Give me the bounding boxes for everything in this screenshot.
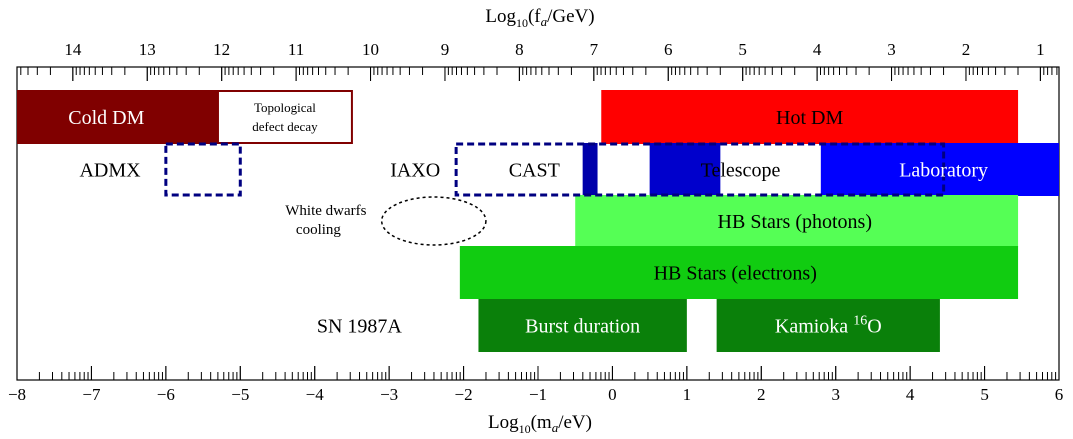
overlays-group (164, 90, 946, 246)
label-burst-duration: Burst duration (525, 316, 640, 338)
top-tick-label: 1 (1036, 40, 1045, 59)
bottom-tick-label: −8 (8, 385, 26, 404)
label-laboratory: Laboratory (899, 160, 988, 182)
label-sn1987a: SN 1987A (317, 316, 403, 338)
label-white-dwarfs-line2: cooling (296, 222, 341, 238)
bottom-tick-label: −7 (82, 385, 101, 404)
bar-cast-dark-segment (582, 143, 598, 196)
label-cast: CAST (509, 160, 560, 182)
axis-ticks: −8 −7 −6 −5 −4 −3 −2 −1 0 1 2 3 4 5 614 13 12 11 10 9 8 7 6 5 4 3… (8, 40, 1063, 404)
bar-telescope (649, 143, 721, 196)
bottom-tick-label: −5 (231, 385, 249, 404)
bottom-tick-label: 0 (608, 385, 617, 404)
bottom-tick-label: −4 (306, 385, 325, 404)
top-tick-label: 10 (362, 40, 379, 59)
bottom-tick-label: −6 (157, 385, 175, 404)
bar-hb-stars-photons- (575, 195, 1019, 247)
top-tick-label: 9 (441, 40, 450, 59)
label-cold-dm: Cold DM (68, 107, 144, 129)
bar-kamioka-16o (716, 299, 940, 352)
dashed-admx (164, 142, 242, 197)
bottom-axis-title: Log10(ma/eV) (488, 412, 592, 436)
dashed-iaxo (454, 142, 946, 197)
top-tick-label: 12 (213, 40, 230, 59)
label-hb-photons: HB Stars (photons) (718, 211, 872, 233)
label-iaxo: IAXO (390, 160, 440, 182)
bar-hb-stars-electrons- (459, 246, 1019, 299)
label-topological-line1: Topological (254, 100, 316, 115)
label-admx: ADMX (79, 160, 141, 182)
bottom-tick-label: −3 (380, 385, 398, 404)
bottom-tick-label: 6 (1055, 385, 1064, 404)
bottom-tick-label: −2 (455, 385, 473, 404)
labels-group: Cold DM Topological defect decay Hot DM ADMX… (68, 100, 988, 338)
top-tick-label: 13 (139, 40, 156, 59)
bar-hot-dm (601, 90, 1019, 144)
top-tick-label: 7 (590, 40, 599, 59)
bar-cold-dm (17, 90, 218, 144)
label-telescope-rest: lescope (720, 160, 780, 182)
label-hb-electrons: HB Stars (electrons) (654, 263, 817, 285)
label-topological-line2: defect decay (252, 119, 318, 134)
bar-burst-duration (478, 299, 687, 352)
bottom-tick-label: −1 (529, 385, 547, 404)
top-tick-label: 8 (515, 40, 524, 59)
bottom-tick-label: 3 (831, 385, 840, 404)
top-tick-label: 4 (813, 40, 822, 59)
label-kamioka: Kamioka 16O (775, 314, 882, 338)
label-telescope-te: Te (701, 160, 721, 182)
top-axis-title: Log10(fa/GeV) (485, 6, 594, 30)
top-tick-label: 3 (887, 40, 896, 59)
label-white-dwarfs-line1: White dwarfs (285, 203, 366, 219)
bottom-tick-label: 1 (683, 385, 692, 404)
bottom-tick-label: 4 (906, 385, 915, 404)
bottom-tick-label: 2 (757, 385, 766, 404)
white-dwarfs-ellipse (380, 196, 487, 246)
top-tick-label: 2 (962, 40, 971, 59)
top-tick-label: 5 (738, 40, 747, 59)
label-hot-dm: Hot DM (776, 107, 843, 129)
outlined-topological-defect-decay (216, 90, 353, 144)
bar-laboratory (820, 143, 1059, 196)
top-tick-label: 14 (64, 40, 82, 59)
top-tick-label: 6 (664, 40, 673, 59)
bottom-tick-label: 5 (980, 385, 989, 404)
bars-group (17, 90, 1059, 352)
top-tick-label: 11 (288, 40, 304, 59)
